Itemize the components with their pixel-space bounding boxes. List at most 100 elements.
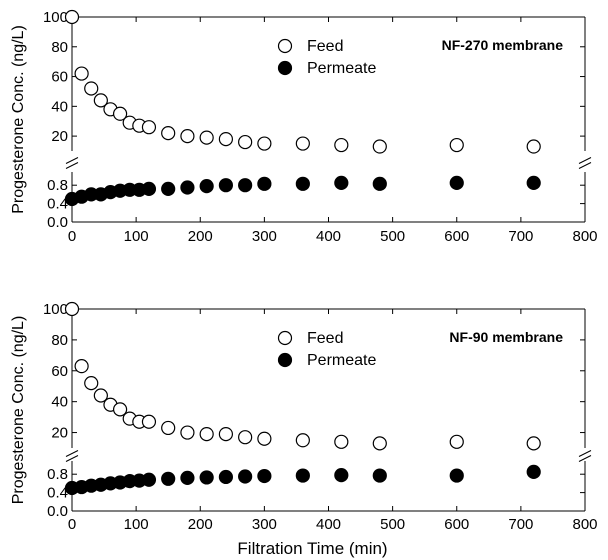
x-tick-label: 300	[252, 516, 277, 533]
x-tick-label: 600	[444, 228, 469, 245]
feed-point	[93, 93, 108, 108]
x-tick-label: 0	[68, 516, 76, 533]
x-tick-label: 700	[508, 516, 533, 533]
y-tick-label-upper: 40	[51, 394, 68, 411]
x-tick-label: 200	[188, 516, 213, 533]
axis-break-mark	[65, 162, 79, 169]
feed-point	[295, 433, 310, 448]
permeate-point	[238, 178, 253, 193]
permeate-point	[334, 175, 349, 190]
y-tick-label-upper: 100	[43, 301, 68, 318]
permeate-point	[295, 176, 310, 191]
permeate-point	[161, 471, 176, 486]
permeate-point	[141, 181, 157, 196]
permeate-point	[526, 464, 541, 479]
feed-point	[257, 431, 272, 446]
feed-point	[64, 9, 80, 25]
legend-marker-permeate	[277, 60, 293, 76]
permeate-point	[218, 178, 233, 193]
y-tick-label-upper: 20	[51, 425, 68, 442]
chart-title: NF-90 membrane	[449, 329, 563, 345]
chart-title: NF-270 membrane	[442, 37, 564, 53]
x-tick-label: 400	[316, 228, 341, 245]
feed-point	[199, 130, 214, 145]
feed-point	[334, 434, 349, 449]
x-tick-label: 100	[124, 516, 149, 533]
axis-break-mark	[578, 162, 592, 169]
x-tick-label: 500	[380, 228, 405, 245]
y-tick-label-upper: 80	[51, 39, 68, 56]
y-tick-label-lower: 0.4	[47, 485, 68, 502]
permeate-point	[199, 470, 214, 485]
feed-point	[84, 81, 99, 96]
permeate-point	[449, 175, 464, 190]
y-tick-label-upper: 80	[51, 332, 68, 349]
legend-label: Feed	[307, 38, 343, 55]
y-axis-label: Progesterone Conc. (ng/L)	[10, 25, 27, 214]
y-tick-label-lower: 0.0	[47, 503, 68, 520]
feed-point	[449, 137, 464, 153]
feed-point	[141, 120, 157, 135]
feed-point	[180, 129, 195, 144]
feed-point	[334, 137, 349, 153]
feed-point	[238, 134, 253, 150]
x-tick-label: 800	[572, 516, 597, 533]
y-axis-label: Progesterone Conc. (ng/L)	[10, 316, 27, 505]
y-tick-label-upper: 60	[51, 69, 68, 86]
feed-point	[84, 376, 99, 391]
legend-marker-permeate	[277, 352, 293, 368]
feed-point	[526, 436, 541, 451]
x-tick-label: 100	[124, 228, 149, 245]
axis-break-mark	[578, 157, 592, 164]
feed-point	[64, 301, 80, 317]
feed-point	[74, 66, 89, 81]
permeate-point	[257, 176, 272, 191]
x-tick-label: 700	[508, 228, 533, 245]
feed-point	[141, 414, 157, 429]
y-tick-label-lower: 0.0	[47, 214, 68, 231]
x-tick-label: 200	[188, 228, 213, 245]
legend-label: Permeate	[307, 352, 376, 369]
x-tick-label: 800	[572, 228, 597, 245]
feed-point	[112, 106, 128, 121]
x-tick-label: 500	[380, 516, 405, 533]
y-tick-label-lower: 0.8	[47, 466, 68, 483]
feed-point	[112, 402, 128, 417]
permeate-point	[372, 468, 387, 483]
feed-point	[199, 427, 214, 442]
permeate-point	[218, 469, 233, 485]
feed-point	[526, 139, 541, 154]
feed-point	[238, 430, 253, 445]
feed-point	[161, 420, 176, 436]
axis-break-mark	[578, 455, 592, 462]
feed-point	[295, 136, 310, 151]
feed-point	[449, 434, 464, 449]
feed-point	[74, 359, 89, 374]
permeate-point	[238, 469, 253, 484]
x-axis-label: Filtration Time (min)	[237, 539, 387, 558]
feed-point	[93, 388, 108, 403]
feed-point	[257, 136, 272, 151]
feed-point	[372, 436, 387, 451]
permeate-point	[257, 468, 272, 484]
permeate-point	[161, 181, 176, 196]
permeate-point	[449, 468, 464, 483]
feed-point	[180, 425, 195, 440]
legend-label: Permeate	[307, 60, 376, 77]
y-tick-label-upper: 60	[51, 363, 68, 380]
x-tick-label: 600	[444, 516, 469, 533]
feed-point	[372, 139, 387, 154]
permeate-point	[334, 468, 349, 483]
feed-point	[218, 131, 233, 147]
permeate-point	[295, 468, 310, 483]
y-tick-label-lower: 0.4	[47, 196, 68, 213]
axis-break-mark	[578, 450, 592, 457]
chart-panel-2: 0 100 200 300 400 500 600 700 800204060801000.00…	[10, 301, 598, 558]
x-tick-label: 0	[68, 228, 76, 245]
feed-point	[218, 427, 233, 442]
x-tick-label: 300	[252, 228, 277, 245]
y-tick-label-lower: 0.8	[47, 177, 68, 194]
x-tick-label: 400	[316, 516, 341, 533]
legend-marker-feed	[277, 38, 293, 54]
